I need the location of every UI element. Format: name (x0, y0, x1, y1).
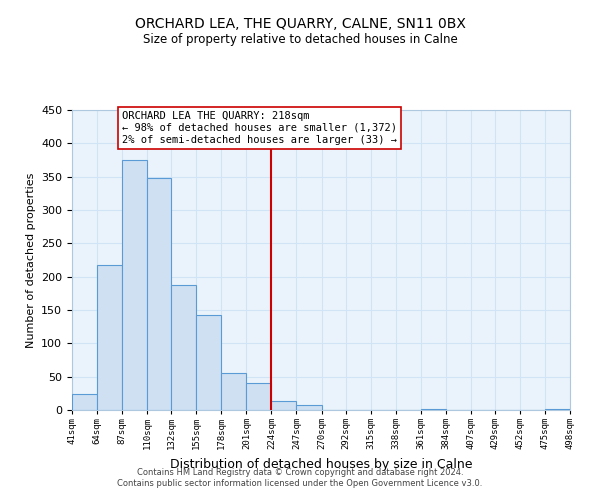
Text: ORCHARD LEA, THE QUARRY, CALNE, SN11 0BX: ORCHARD LEA, THE QUARRY, CALNE, SN11 0BX (134, 18, 466, 32)
Bar (147, 178, 171, 410)
Bar (122, 160, 147, 410)
Bar (296, 406, 322, 410)
Text: ORCHARD LEA THE QUARRY: 218sqm
← 98% of detached houses are smaller (1,372)
2% o: ORCHARD LEA THE QUARRY: 218sqm ← 98% of … (122, 112, 397, 144)
Bar (221, 374, 247, 410)
Y-axis label: Number of detached properties: Number of detached properties (26, 172, 35, 348)
X-axis label: Distribution of detached houses by size in Calne: Distribution of detached houses by size … (170, 458, 472, 470)
Bar (271, 400, 296, 410)
Bar (171, 284, 196, 410)
Bar (247, 382, 271, 410)
Bar (196, 314, 221, 410)
Text: Contains HM Land Registry data © Crown copyright and database right 2024.
Contai: Contains HM Land Registry data © Crown c… (118, 468, 482, 487)
Text: Size of property relative to detached houses in Calne: Size of property relative to detached ho… (143, 32, 457, 46)
Bar (72, 394, 97, 410)
Bar (97, 264, 122, 410)
